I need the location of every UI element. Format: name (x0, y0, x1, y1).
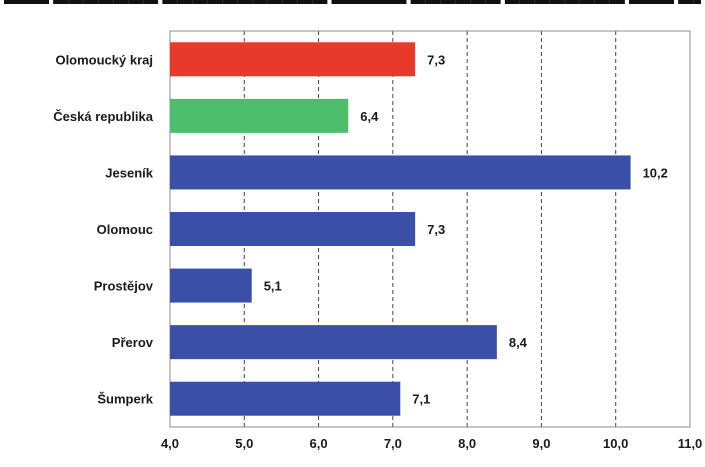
x-tick-label: 8,0 (458, 436, 476, 451)
bar (170, 42, 416, 77)
bar (170, 212, 416, 246)
category-label: Šumperk (97, 392, 153, 407)
x-tick-label: 4,0 (161, 436, 179, 451)
category-label: Prostějov (94, 279, 154, 294)
x-tick-label: 5,0 (235, 436, 253, 451)
x-tick-label: 10,0 (603, 436, 628, 451)
category-label: Česká republika (53, 109, 153, 124)
bar (170, 268, 252, 303)
x-tick-label: 9,0 (532, 436, 550, 451)
bar-value-label: 7,3 (427, 222, 445, 237)
bar-value-label: 7,1 (412, 392, 430, 407)
bar-value-label: 6,4 (360, 109, 379, 124)
category-label: Jeseník (105, 165, 153, 180)
category-labels: Olomoucký kraj Česká republika Jeseník Olom… (53, 52, 153, 406)
x-tick-label: 6,0 (310, 436, 328, 451)
x-tick-label: 7,0 (384, 436, 402, 451)
value-labels: 7,3 6,4 10,2 7,3 5,1 8,4 7,1 (264, 52, 668, 406)
category-label: Olomouc (97, 222, 153, 237)
category-label: Přerov (112, 335, 154, 350)
bar-value-label: 7,3 (427, 52, 445, 67)
bar-value-label: 8,4 (509, 335, 528, 350)
bar (170, 155, 631, 190)
bar-value-label: 10,2 (643, 165, 668, 180)
bar (170, 98, 349, 133)
x-axis-tick-labels: 4,0 5,0 6,0 7,0 8,0 9,0 10,0 11,0 (161, 436, 702, 451)
bar (170, 381, 401, 416)
bar (170, 325, 497, 360)
bars (170, 42, 631, 416)
bar-value-label: 5,1 (264, 279, 282, 294)
x-tick-label: 11,0 (678, 436, 703, 451)
cropped-title-fragment: ▬▬▬ ▬▬▬▬▬▬▬ ▬▬▬▬▬▬▬▬▬▬▬ ▬▬▬▬▬ ▬▬▬▬▬▬ ▬▬▬… (4, 0, 701, 7)
category-label: Olomoucký kraj (55, 52, 153, 67)
